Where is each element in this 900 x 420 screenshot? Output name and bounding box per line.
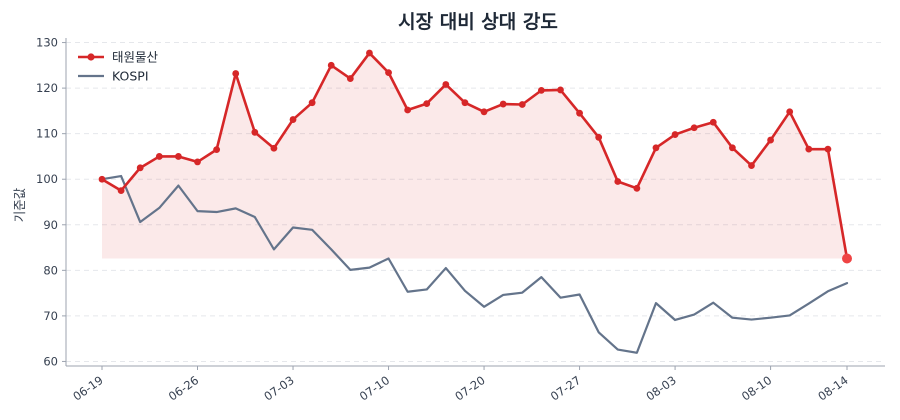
x-tick-label-0: 06-19	[70, 373, 105, 404]
series-1-point-13	[346, 75, 354, 82]
series-1-point-29	[652, 144, 660, 152]
x-tick-label-7: 08-10	[739, 373, 774, 404]
x-tick-label-8: 08-14	[815, 373, 850, 404]
y-tick-label-0: 60	[43, 354, 58, 368]
series-1-point-8	[251, 128, 259, 136]
axes	[65, 38, 885, 367]
series-1-point-10	[289, 116, 297, 123]
series-1-point-20	[480, 108, 488, 116]
series-1-point-14	[366, 49, 373, 57]
y-axis-ticks: 60 70 80 90 100 110 120 130	[36, 36, 66, 368]
series-1-point-39	[842, 253, 852, 264]
series-1-point-9	[270, 144, 278, 152]
series-1-point-2	[136, 164, 144, 172]
relative-strength-fill	[102, 53, 847, 259]
series-1-point-38	[824, 145, 832, 153]
series	[98, 49, 852, 354]
x-tick-label-4: 07-20	[452, 373, 487, 404]
series-1-point-21	[499, 100, 507, 108]
series-1-point-4	[175, 153, 182, 160]
y-axis-label: 기준값	[12, 187, 27, 222]
series-1-point-11	[308, 99, 316, 107]
grid-lines	[66, 42, 885, 362]
series-1-point-3	[155, 153, 163, 160]
area-fill	[102, 53, 847, 259]
y-tick-label-2: 80	[43, 263, 58, 277]
series-1-point-18	[442, 81, 450, 88]
series-1-point-23	[537, 86, 545, 94]
series-1-point-12	[327, 61, 335, 69]
series-1-point-28	[633, 184, 641, 192]
series-1-point-32	[709, 118, 717, 126]
series-1-point-0	[98, 175, 106, 183]
series-1-point-37	[805, 145, 813, 153]
series-line-1	[100, 51, 849, 260]
legend-label-series-2: KOSPI	[112, 69, 149, 84]
y-tick-label-6: 120	[36, 81, 58, 95]
x-tick-label-6: 08-03	[643, 373, 678, 404]
series-1-point-36	[786, 108, 794, 116]
y-tick-label-5: 110	[36, 127, 58, 141]
series-1-point-6	[213, 146, 221, 154]
x-tick-label-1: 06-26	[166, 373, 201, 404]
x-tick-label-3: 07-10	[357, 373, 392, 404]
x-tick-label-5: 07-27	[548, 373, 583, 404]
series-1-point-24	[557, 86, 564, 94]
series-line-2	[100, 174, 849, 354]
y-tick-label-7: 130	[36, 36, 58, 50]
series-1-point-16	[404, 106, 412, 114]
series-1-point-15	[385, 69, 392, 77]
x-axis-ticks: 06-19 06-26 07-03 07-10 07-20 07-27 08-03 08-10…	[70, 366, 851, 404]
legend-label-series-1: 태원물산	[112, 50, 159, 65]
series-1-point-22	[518, 101, 526, 108]
series-1-point-26	[595, 133, 603, 141]
legend-marker-series-1	[87, 53, 95, 61]
y-tick-label-1: 70	[43, 309, 58, 323]
series-1-point-7	[232, 70, 240, 77]
series-1-point-33	[728, 144, 736, 152]
series-1-point-34	[748, 162, 755, 169]
chart-title: 시장 대비 상대 강도	[398, 11, 558, 33]
series-1-point-35	[767, 136, 774, 144]
y-tick-label-4: 100	[36, 172, 58, 186]
legend: 태원물산 KOSPI	[78, 50, 159, 84]
series-1-point-27	[614, 178, 622, 185]
x-tick-label-2: 07-03	[261, 373, 296, 404]
series-1-point-1	[117, 187, 125, 195]
series-1-point-17	[423, 100, 431, 107]
series-1-point-25	[576, 109, 583, 117]
y-tick-label-3: 90	[43, 218, 58, 232]
series-1-point-31	[690, 124, 698, 132]
series-1-point-19	[461, 99, 469, 107]
series-1-point-5	[194, 158, 201, 166]
series-1-point-30	[671, 131, 679, 138]
